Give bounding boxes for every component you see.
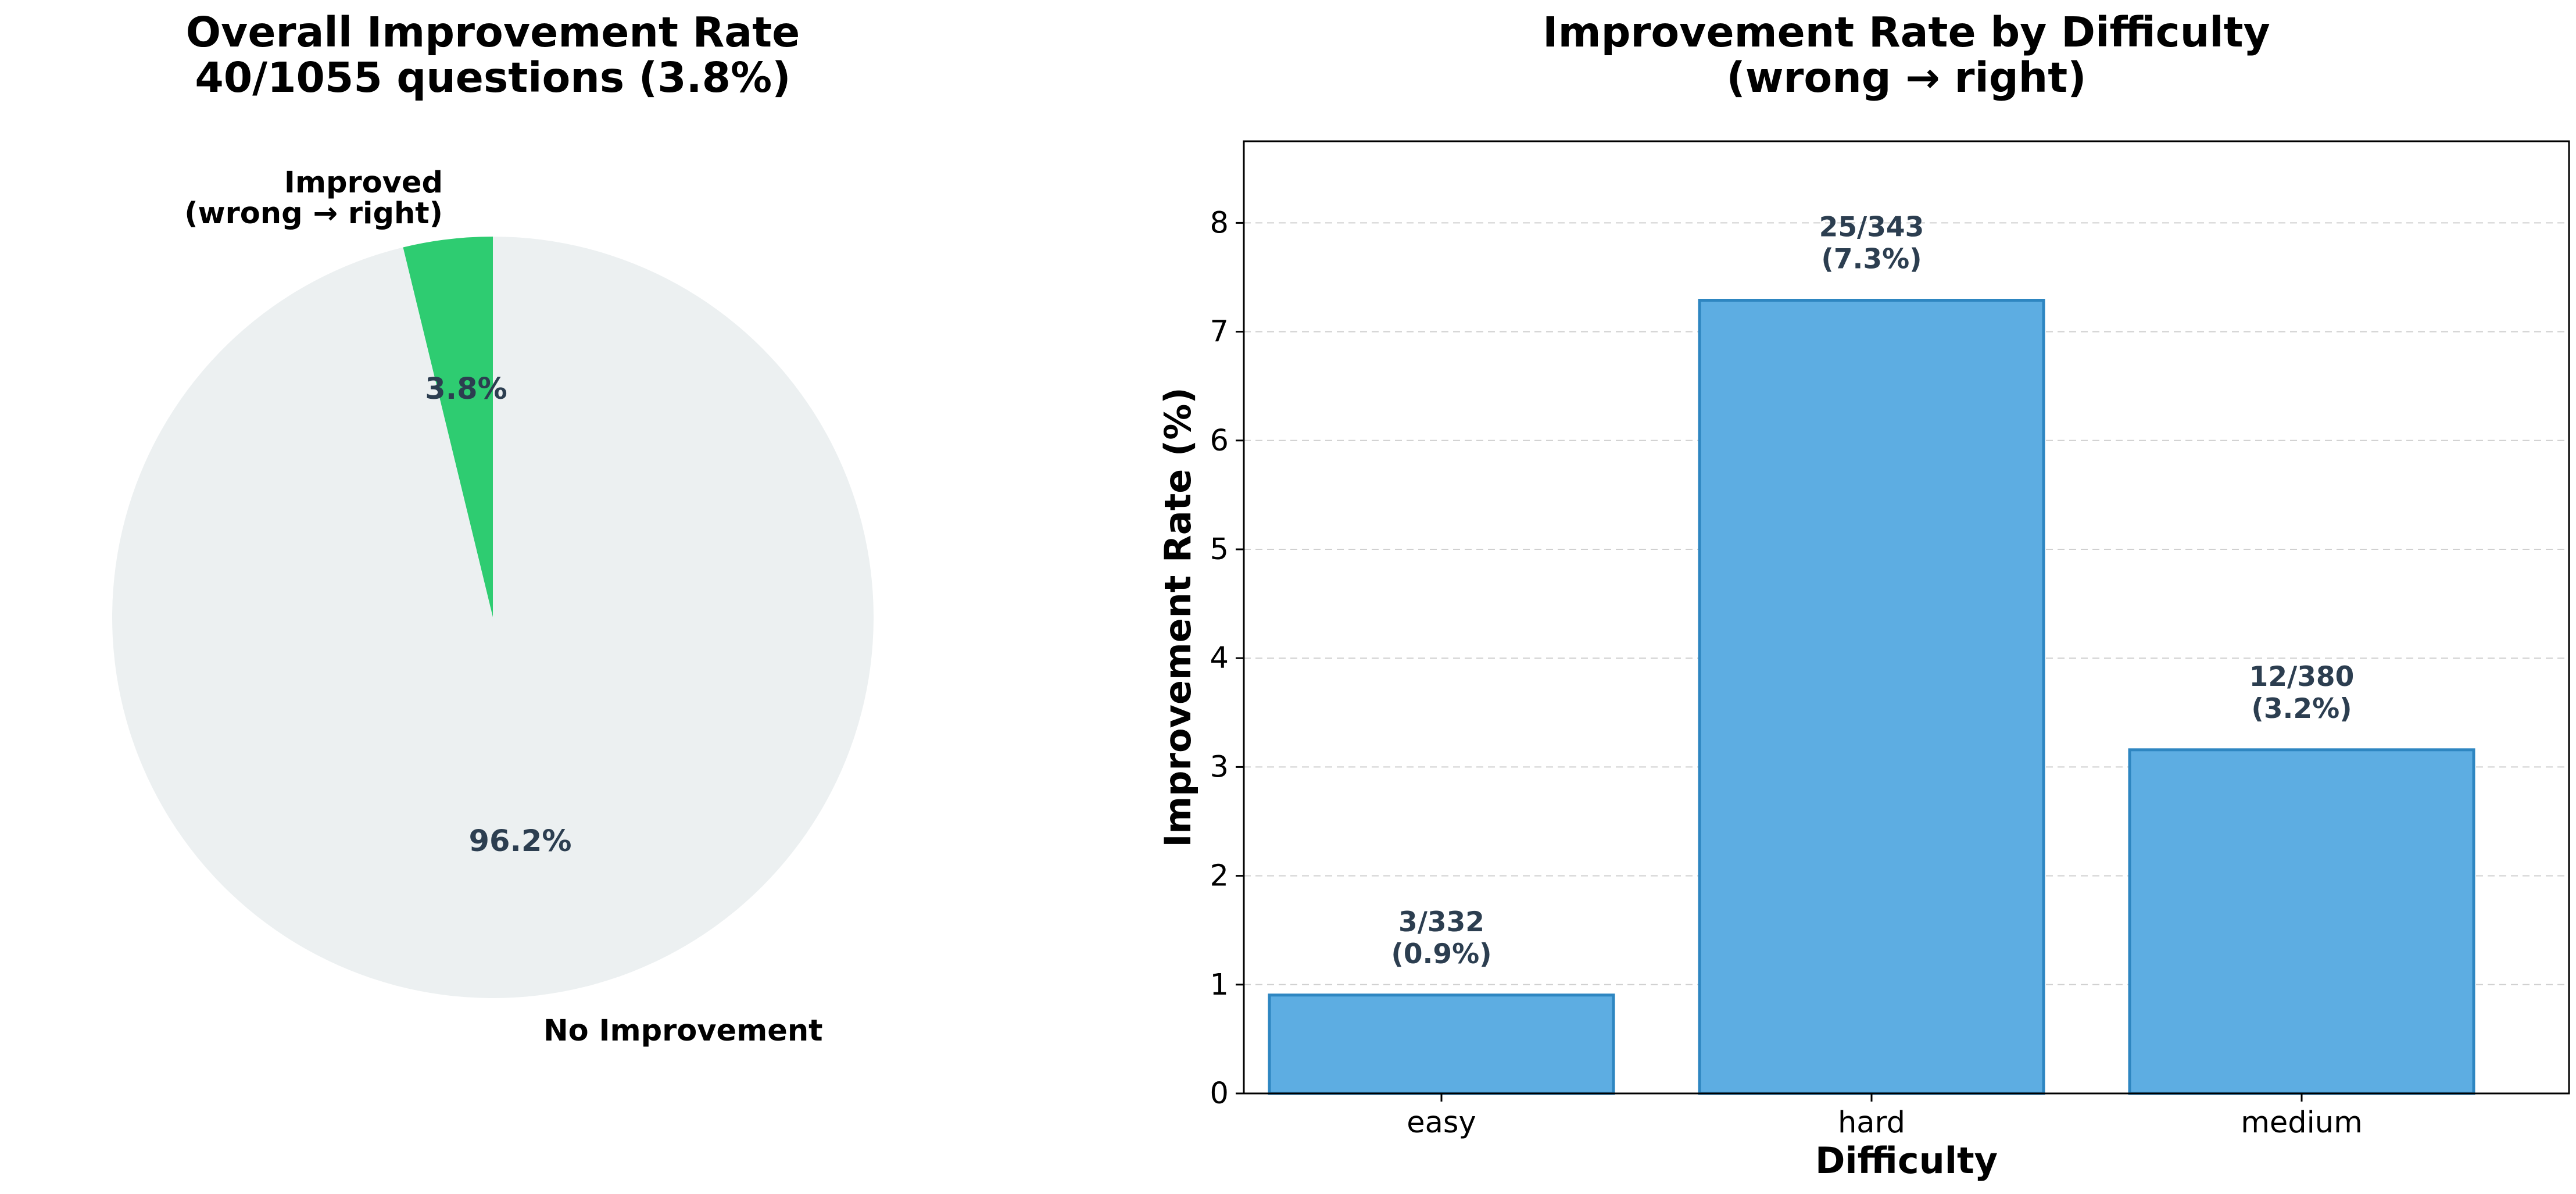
pie-pct-no-improvement: 96.2% <box>469 824 572 859</box>
pie-slice-improved <box>403 237 493 617</box>
bar-pct-label: (0.9%) <box>1391 938 1491 970</box>
y-tick-label: 2 <box>1210 859 1229 893</box>
pie-subtitle: 40/1055 questions (3.8%) <box>195 53 790 102</box>
pie-slices <box>112 237 874 999</box>
y-tick-label: 6 <box>1210 424 1229 458</box>
pie-label-improved-sub: (wrong → right) <box>184 196 443 231</box>
x-axis-ticks: easy hard medium <box>1407 1093 2363 1140</box>
bar-medium <box>2128 748 2475 1095</box>
bar-count-label: 25/343 <box>1819 211 1924 243</box>
y-tick-label: 3 <box>1210 750 1229 784</box>
y-tick-label: 5 <box>1210 532 1229 567</box>
x-tick-label: hard <box>1838 1106 1905 1140</box>
plot-frame <box>1243 140 2570 1095</box>
bar-easy <box>1268 993 1615 1095</box>
y-tick-label: 8 <box>1210 206 1229 240</box>
y-tick-label: 7 <box>1210 315 1229 349</box>
y-tick-label: 0 <box>1210 1077 1229 1111</box>
x-tick-label: easy <box>1407 1106 1476 1140</box>
bar-pct-label: (7.3%) <box>1821 243 1922 275</box>
bar-hard <box>1698 298 2045 1095</box>
y-axis-ticks: 0 1 2 3 4 5 6 7 8 <box>1210 206 1244 1111</box>
bar-title: Improvement Rate by Difficulty <box>1543 8 2270 56</box>
y-tick-label: 4 <box>1210 641 1229 675</box>
y-axis-title: Improvement Rate (%) <box>1157 387 1199 847</box>
pie-label-improved: Improved <box>284 166 443 200</box>
pie-pct-improved: 3.8% <box>425 372 507 406</box>
bar-count-label: 3/332 <box>1398 906 1484 938</box>
bars: 3/332(0.9%) 25/343(7.3%) 12/380(3.2%) <box>1268 211 2475 1095</box>
pie-label-no-improvement: No Improvement <box>543 1014 823 1048</box>
x-tick-label: medium <box>2241 1106 2363 1140</box>
x-axis-title: Difficulty <box>1815 1139 1998 1182</box>
bar-subtitle: (wrong → right) <box>1726 53 2086 102</box>
pie-slice-no-improvement <box>112 237 874 999</box>
bar-chart-panel: Improvement Rate by Difficulty (wrong → … <box>1157 8 2570 1182</box>
bar-pct-label: (3.2%) <box>2251 693 2352 725</box>
pie-chart-panel: Overall Improvement Rate 40/1055 questio… <box>112 8 874 1048</box>
bar-count-label: 12/380 <box>2249 661 2355 693</box>
pie-title: Overall Improvement Rate <box>186 8 800 56</box>
y-tick-label: 1 <box>1210 968 1229 1002</box>
